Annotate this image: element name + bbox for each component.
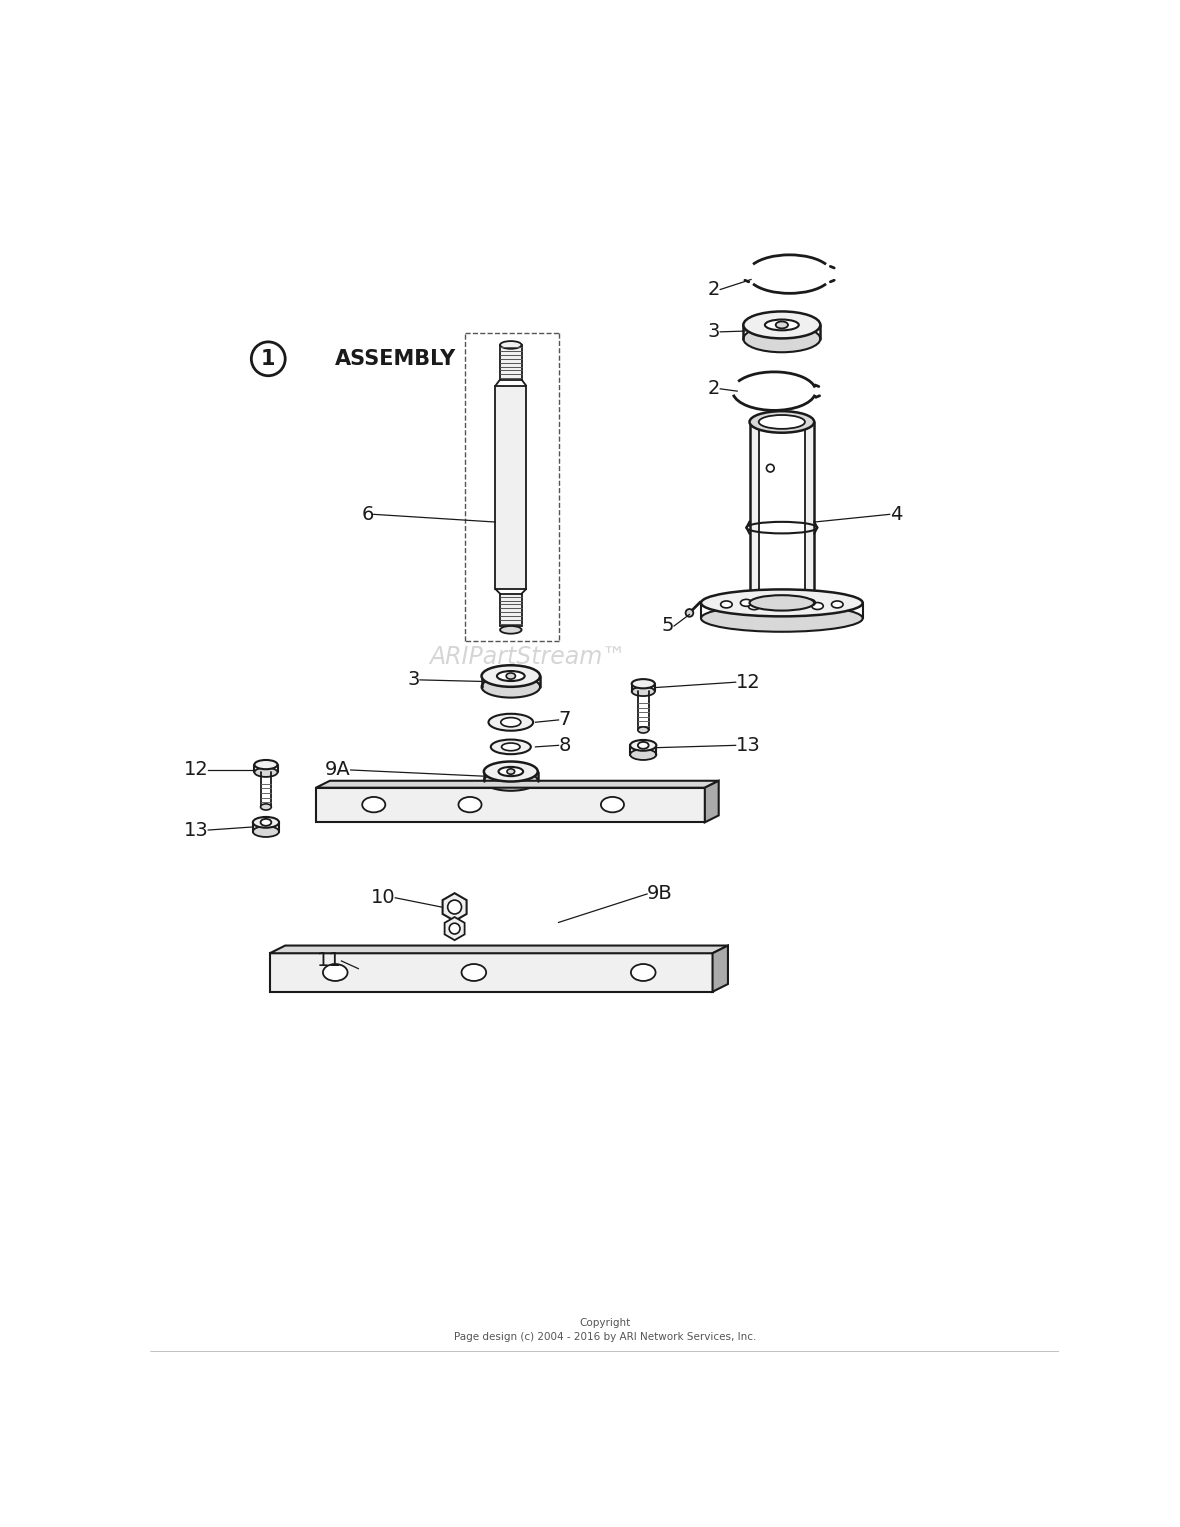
- Circle shape: [767, 464, 774, 472]
- Text: 3: 3: [708, 322, 720, 342]
- Text: 13: 13: [183, 820, 208, 840]
- Ellipse shape: [255, 768, 277, 777]
- Ellipse shape: [631, 964, 656, 980]
- Text: 8: 8: [558, 736, 571, 754]
- Text: 10: 10: [371, 889, 395, 907]
- Circle shape: [686, 609, 694, 617]
- Ellipse shape: [459, 797, 481, 812]
- Ellipse shape: [484, 762, 538, 782]
- Ellipse shape: [638, 742, 649, 748]
- Ellipse shape: [812, 603, 824, 609]
- Circle shape: [251, 342, 286, 376]
- Ellipse shape: [489, 713, 533, 731]
- Text: ASSEMBLY: ASSEMBLY: [335, 348, 457, 370]
- Ellipse shape: [749, 411, 814, 432]
- Bar: [500, 345, 522, 380]
- Polygon shape: [316, 780, 719, 788]
- Polygon shape: [445, 918, 465, 941]
- Bar: [760, 421, 805, 599]
- Ellipse shape: [506, 673, 516, 680]
- Text: 5: 5: [662, 617, 674, 635]
- Ellipse shape: [507, 768, 514, 774]
- Text: 9A: 9A: [324, 760, 350, 779]
- Ellipse shape: [630, 750, 656, 760]
- Ellipse shape: [759, 415, 805, 429]
- Ellipse shape: [481, 666, 540, 687]
- Ellipse shape: [740, 600, 752, 606]
- Ellipse shape: [481, 676, 540, 698]
- Ellipse shape: [804, 599, 815, 606]
- Circle shape: [450, 924, 460, 935]
- Text: 11: 11: [316, 951, 341, 971]
- Ellipse shape: [765, 319, 799, 330]
- Ellipse shape: [749, 596, 814, 611]
- Ellipse shape: [497, 670, 525, 681]
- Ellipse shape: [748, 603, 760, 609]
- Ellipse shape: [631, 687, 655, 696]
- Ellipse shape: [701, 589, 863, 617]
- Text: 9B: 9B: [647, 884, 673, 904]
- Polygon shape: [270, 953, 713, 991]
- Text: 6: 6: [361, 505, 374, 524]
- Bar: [500, 594, 522, 626]
- Text: 4: 4: [890, 505, 902, 524]
- Bar: [496, 386, 526, 589]
- Ellipse shape: [631, 680, 655, 689]
- Ellipse shape: [253, 817, 278, 828]
- Bar: [750, 421, 813, 603]
- Polygon shape: [713, 945, 728, 991]
- Ellipse shape: [502, 744, 520, 751]
- Ellipse shape: [498, 767, 523, 776]
- Ellipse shape: [484, 771, 538, 791]
- Ellipse shape: [638, 727, 649, 733]
- Polygon shape: [704, 780, 719, 823]
- Ellipse shape: [701, 605, 863, 632]
- Text: ARIPartStream™: ARIPartStream™: [430, 644, 627, 669]
- Ellipse shape: [255, 760, 277, 770]
- Ellipse shape: [601, 797, 624, 812]
- Text: Page design (c) 2004 - 2016 by ARI Network Services, Inc.: Page design (c) 2004 - 2016 by ARI Netwo…: [453, 1332, 756, 1342]
- Ellipse shape: [500, 626, 522, 634]
- Polygon shape: [316, 788, 704, 823]
- Circle shape: [447, 899, 461, 915]
- Ellipse shape: [721, 602, 732, 608]
- Text: 13: 13: [735, 736, 760, 754]
- Ellipse shape: [775, 322, 788, 328]
- Polygon shape: [270, 945, 728, 953]
- Text: 12: 12: [735, 673, 760, 692]
- Ellipse shape: [743, 312, 820, 339]
- Ellipse shape: [362, 797, 386, 812]
- Ellipse shape: [832, 602, 843, 608]
- Ellipse shape: [323, 964, 348, 980]
- Ellipse shape: [491, 739, 531, 754]
- Text: 12: 12: [183, 760, 208, 779]
- Polygon shape: [442, 893, 466, 921]
- Ellipse shape: [261, 818, 271, 826]
- Ellipse shape: [253, 826, 278, 837]
- Text: 2: 2: [708, 279, 720, 299]
- Text: 3: 3: [407, 670, 420, 689]
- Ellipse shape: [500, 718, 520, 727]
- Text: 7: 7: [558, 710, 571, 730]
- Ellipse shape: [461, 964, 486, 980]
- Ellipse shape: [500, 341, 522, 348]
- Ellipse shape: [261, 803, 271, 809]
- Ellipse shape: [743, 325, 820, 353]
- Text: Copyright: Copyright: [579, 1318, 630, 1328]
- Text: 2: 2: [708, 379, 720, 399]
- Text: 1: 1: [261, 348, 275, 370]
- Ellipse shape: [630, 741, 656, 751]
